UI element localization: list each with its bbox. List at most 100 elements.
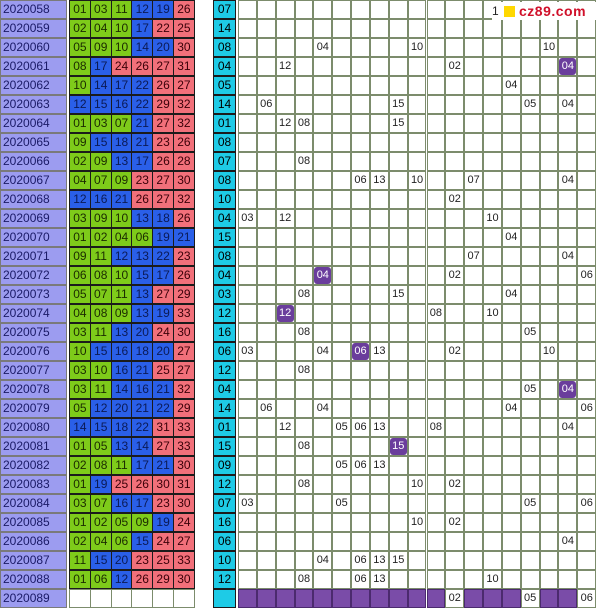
period-cell: 2020087 (0, 551, 67, 570)
miss-cell (539, 475, 559, 494)
back-number: 10 (213, 551, 236, 570)
front-number-empty (173, 589, 195, 608)
miss-cell (294, 399, 314, 418)
front-number: 32 (173, 190, 195, 209)
miss-cell (369, 361, 389, 380)
miss-cell (483, 532, 502, 551)
period-cell: 2020082 (0, 456, 67, 475)
miss-cell (483, 285, 502, 304)
miss-cell (558, 456, 578, 475)
miss-cell (407, 266, 427, 285)
miss-cell (275, 361, 295, 380)
miss-cell (577, 38, 597, 57)
miss-cell (483, 76, 502, 95)
miss-cell (426, 361, 446, 380)
miss-cell (483, 171, 502, 190)
miss-cell (332, 114, 352, 133)
back-number: 12 (213, 475, 236, 494)
miss-cell (539, 323, 559, 342)
front-number: 17 (89, 57, 112, 76)
miss-cell (275, 532, 295, 551)
front-number: 25 (152, 551, 174, 570)
front-number: 26 (173, 209, 195, 228)
front-number: 23 (152, 494, 174, 513)
front-number: 01 (69, 570, 91, 589)
back-number: 04 (213, 380, 236, 399)
miss-cell (407, 437, 427, 456)
miss-cell (426, 19, 446, 38)
back-number: 16 (213, 513, 236, 532)
front-number: 18 (131, 342, 154, 361)
miss-cell (445, 76, 465, 95)
miss-value: 04 (313, 399, 333, 418)
logo-text: cz89.com (519, 3, 587, 19)
miss-cell (275, 266, 295, 285)
front-number: 10 (89, 361, 112, 380)
front-number: 02 (69, 532, 91, 551)
period-cell: 2020080 (0, 418, 67, 437)
miss-cell (332, 19, 352, 38)
miss-cell (313, 437, 333, 456)
front-number: 26 (131, 57, 154, 76)
miss-value: 06 (351, 570, 370, 589)
front-number: 25 (173, 19, 195, 38)
miss-cell (464, 361, 484, 380)
front-number: 13 (110, 323, 133, 342)
miss-cell (294, 76, 314, 95)
miss-cell (275, 152, 295, 171)
front-number: 05 (89, 437, 112, 456)
period-cell: 2020081 (0, 437, 67, 456)
miss-cell (351, 323, 370, 342)
miss-cell (520, 76, 540, 95)
miss-cell (520, 513, 540, 532)
front-number: 10 (110, 38, 133, 57)
back-number: 14 (213, 95, 236, 114)
front-number: 26 (131, 570, 154, 589)
pending-bar (426, 589, 446, 608)
front-number: 26 (152, 152, 174, 171)
miss-cell (483, 57, 502, 76)
period-cell: 2020061 (0, 57, 67, 76)
back-number: 01 (213, 114, 236, 133)
miss-cell (577, 228, 597, 247)
miss-cell (558, 570, 578, 589)
period-cell: 2020088 (0, 570, 67, 589)
front-number: 15 (89, 418, 112, 437)
miss-cell (275, 570, 295, 589)
miss-cell (351, 152, 370, 171)
back-number: 08 (213, 247, 236, 266)
miss-cell (464, 513, 484, 532)
miss-cell (369, 247, 389, 266)
miss-cell (388, 133, 408, 152)
miss-cell (256, 551, 276, 570)
miss-cell (294, 266, 314, 285)
miss-cell (520, 475, 540, 494)
miss-cell (313, 209, 333, 228)
miss-cell (577, 114, 597, 133)
miss-cell (332, 475, 352, 494)
miss-cell (483, 456, 502, 475)
miss-cell (351, 19, 370, 38)
front-number: 25 (110, 475, 133, 494)
back-number: 12 (213, 570, 236, 589)
miss-cell (520, 342, 540, 361)
miss-cell (369, 95, 389, 114)
miss-cell (558, 437, 578, 456)
front-number: 19 (89, 475, 112, 494)
miss-cell (445, 247, 465, 266)
miss-cell (501, 437, 521, 456)
miss-cell (426, 0, 446, 19)
miss-cell (256, 380, 276, 399)
logo-lead: 1 (492, 4, 499, 18)
miss-value: 05 (332, 456, 352, 475)
front-number: 12 (110, 247, 133, 266)
front-number: 05 (110, 513, 133, 532)
miss-cell (426, 38, 446, 57)
front-number: 11 (89, 323, 112, 342)
miss-cell (520, 38, 540, 57)
miss-cell (313, 361, 333, 380)
miss-cell (520, 133, 540, 152)
period-cell: 2020063 (0, 95, 67, 114)
miss-cell (426, 380, 446, 399)
miss-cell (539, 551, 559, 570)
